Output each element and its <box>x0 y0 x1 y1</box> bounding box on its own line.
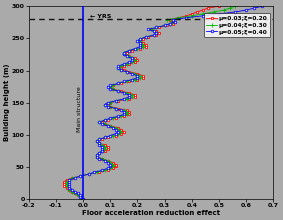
μ=0.03;ξ=0.20 <box>82 198 85 201</box>
μ=0.03;ξ=0.20 <box>119 82 123 85</box>
μ=0.04;ξ=0.30 <box>122 53 126 56</box>
μ=0.05;ξ=0.40 <box>82 198 85 201</box>
Line: μ=0.05;ξ=0.40: μ=0.05;ξ=0.40 <box>68 5 264 200</box>
μ=0.05;ξ=0.40 <box>261 5 264 7</box>
Legend: μ=0.03;ξ=0.20, μ=0.04;ξ=0.30, μ=0.05;ξ=0.40: μ=0.03;ξ=0.20, μ=0.04;ξ=0.30, μ=0.05;ξ=0… <box>203 13 271 37</box>
X-axis label: Floor acceleration reduction effect: Floor acceleration reduction effect <box>82 210 220 216</box>
μ=0.04;ξ=0.30 <box>100 150 104 152</box>
μ=0.03;ξ=0.20 <box>103 150 106 152</box>
Text: ← YRS: ← YRS <box>90 14 111 19</box>
μ=0.03;ξ=0.20 <box>128 63 131 65</box>
μ=0.05;ξ=0.40 <box>117 82 120 85</box>
μ=0.04;ξ=0.30 <box>122 109 126 112</box>
μ=0.04;ξ=0.30 <box>117 82 120 85</box>
Y-axis label: Building height (m): Building height (m) <box>4 64 10 141</box>
μ=0.03;ξ=0.20 <box>62 184 66 187</box>
μ=0.05;ξ=0.40 <box>100 150 104 152</box>
μ=0.05;ξ=0.40 <box>68 184 71 187</box>
μ=0.03;ξ=0.20 <box>217 5 221 7</box>
μ=0.03;ξ=0.20 <box>122 53 126 56</box>
μ=0.04;ξ=0.30 <box>82 198 85 201</box>
μ=0.05;ξ=0.40 <box>122 53 126 56</box>
Line: μ=0.04;ξ=0.30: μ=0.04;ξ=0.30 <box>65 4 237 201</box>
Line: μ=0.03;ξ=0.20: μ=0.03;ξ=0.20 <box>63 5 220 200</box>
μ=0.05;ξ=0.40 <box>122 63 126 65</box>
μ=0.04;ξ=0.30 <box>125 63 128 65</box>
Text: Main structure: Main structure <box>76 86 82 132</box>
μ=0.04;ξ=0.30 <box>233 5 237 7</box>
μ=0.05;ξ=0.40 <box>119 109 123 112</box>
μ=0.04;ξ=0.30 <box>65 184 68 187</box>
μ=0.03;ξ=0.20 <box>125 109 128 112</box>
